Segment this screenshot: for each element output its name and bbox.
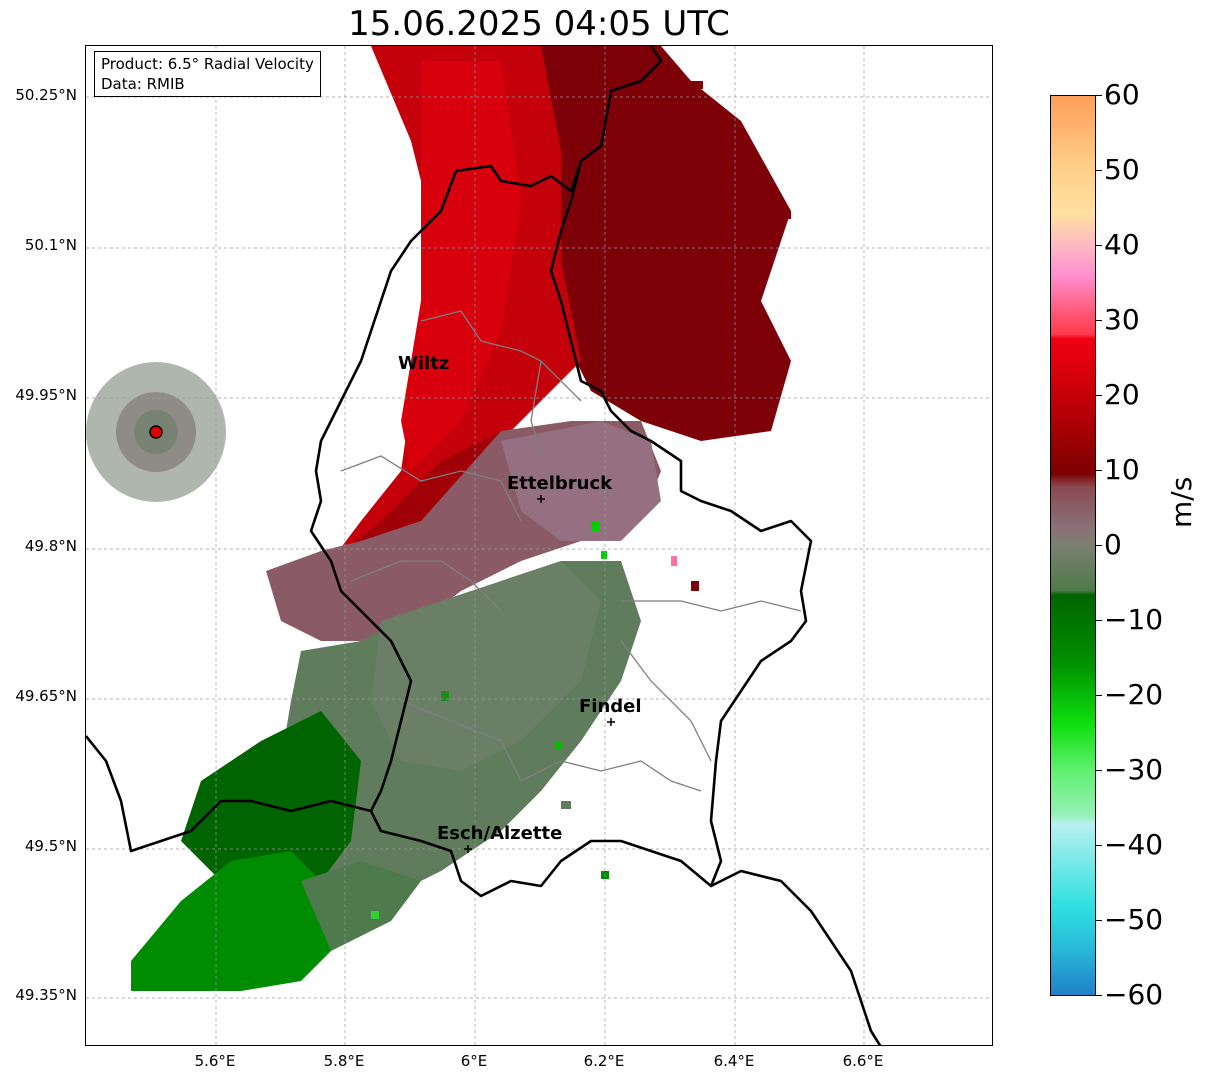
colorbar-tick-label: −20 bbox=[1104, 678, 1164, 711]
product-info-box: Product: 6.5° Radial Velocity Data: RMIB bbox=[94, 51, 321, 97]
colorbar-tick-mark bbox=[1096, 320, 1102, 321]
radar-map-canvas: Wiltz Ettelbruck Findel Esch/Alzette bbox=[86, 46, 992, 1045]
colorbar-tick-label: 10 bbox=[1104, 453, 1140, 486]
velocity-colorbar bbox=[1050, 95, 1096, 996]
lon-tick-label: 5.6°E bbox=[194, 1052, 236, 1070]
lat-tick-label: 49.5°N bbox=[24, 837, 77, 855]
city-label-ettelbruck: Ettelbruck bbox=[507, 473, 613, 494]
city-markers bbox=[464, 495, 615, 853]
colorbar-tick-mark bbox=[1096, 695, 1102, 696]
lon-tick-label: 5.8°E bbox=[323, 1052, 365, 1070]
lon-tick-label: 6.2°E bbox=[583, 1052, 625, 1070]
lat-tick-label: 50.25°N bbox=[15, 86, 77, 104]
radar-site-icon bbox=[149, 425, 163, 439]
graticule bbox=[86, 46, 992, 1045]
colorbar-tick-mark bbox=[1096, 395, 1102, 396]
data-source-label: Data: RMIB bbox=[101, 75, 185, 93]
colorbar-tick-mark bbox=[1096, 770, 1102, 771]
colorbar-tick-label: −60 bbox=[1104, 978, 1164, 1011]
colorbar-tick-mark bbox=[1096, 620, 1102, 621]
lat-tick-label: 49.8°N bbox=[24, 537, 77, 555]
canton-borders bbox=[340, 310, 802, 792]
colorbar-tick-label: 50 bbox=[1104, 153, 1140, 186]
colorbar-tick-label: −30 bbox=[1104, 753, 1164, 786]
city-label-wiltz: Wiltz bbox=[398, 353, 449, 374]
colorbar-tick-label: 40 bbox=[1104, 228, 1140, 261]
colorbar-unit-label: m/s bbox=[1165, 476, 1198, 528]
lon-tick-label: 6.4°E bbox=[713, 1052, 755, 1070]
lat-tick-label: 49.35°N bbox=[15, 986, 77, 1004]
colorbar-tick-mark bbox=[1096, 95, 1102, 96]
colorbar-tick-mark bbox=[1096, 920, 1102, 921]
product-label: Product: 6.5° Radial Velocity bbox=[101, 55, 314, 73]
colorbar-tick-label: −50 bbox=[1104, 903, 1164, 936]
colorbar-tick-label: −40 bbox=[1104, 828, 1164, 861]
colorbar-tick-label: 0 bbox=[1104, 528, 1122, 561]
colorbar-tick-mark bbox=[1096, 470, 1102, 471]
colorbar-tick-label: −10 bbox=[1104, 603, 1164, 636]
lon-tick-label: 6°E bbox=[460, 1052, 488, 1070]
colorbar-tick-mark bbox=[1096, 995, 1102, 996]
colorbar-tick-mark bbox=[1096, 845, 1102, 846]
colorbar-tick-mark bbox=[1096, 245, 1102, 246]
lat-tick-label: 49.95°N bbox=[15, 386, 77, 404]
lon-tick-label: 6.6°E bbox=[842, 1052, 884, 1070]
colorbar-gradient bbox=[1051, 96, 1095, 995]
map-title: 15.06.2025 04:05 UTC bbox=[348, 4, 730, 44]
city-label-esch: Esch/Alzette bbox=[437, 823, 562, 844]
colorbar-tick-label: 60 bbox=[1104, 78, 1140, 111]
national-borders bbox=[86, 46, 882, 1045]
lat-tick-label: 50.1°N bbox=[24, 236, 77, 254]
colorbar-tick-label: 20 bbox=[1104, 378, 1140, 411]
city-label-findel: Findel bbox=[579, 696, 642, 717]
colorbar-tick-mark bbox=[1096, 545, 1102, 546]
colorbar-tick-mark bbox=[1096, 170, 1102, 171]
radar-map[interactable]: Wiltz Ettelbruck Findel Esch/Alzette bbox=[85, 45, 993, 1046]
colorbar-tick-label: 30 bbox=[1104, 303, 1140, 336]
lat-tick-label: 49.65°N bbox=[15, 687, 77, 705]
